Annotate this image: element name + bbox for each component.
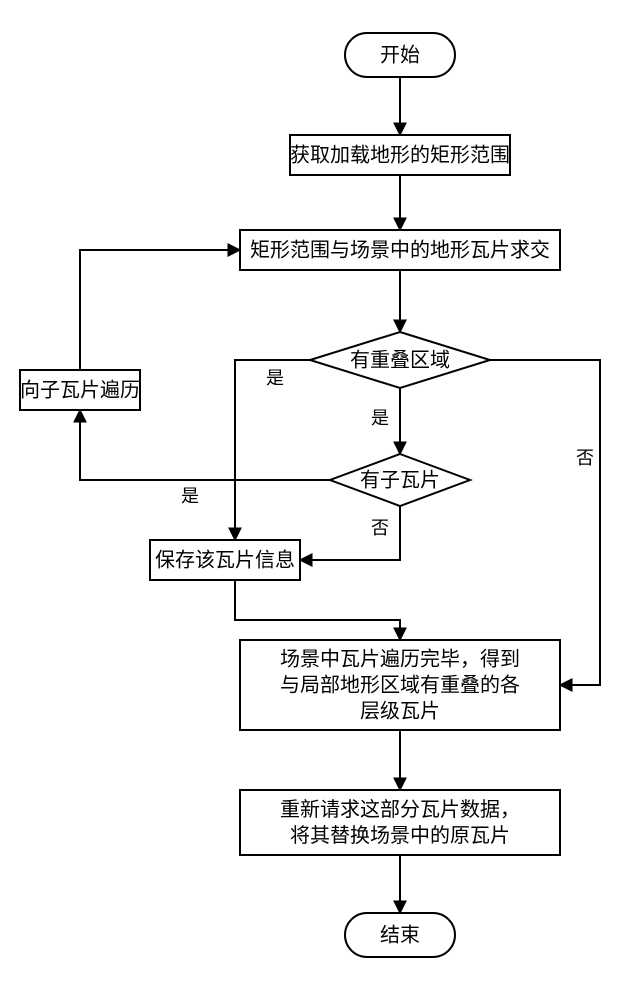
svg-text:重新请求这部分瓦片数据，: 重新请求这部分瓦片数据， xyxy=(280,798,520,821)
svg-text:是: 是 xyxy=(181,486,199,506)
node-start: 开始 xyxy=(345,33,455,77)
svg-text:结束: 结束 xyxy=(380,924,420,947)
flowchart: 开始获取加载地形的矩形范围矩形范围与场景中的地形瓦片求交向子瓦片遍历 有重叠区域有… xyxy=(0,0,633,1000)
edge-e_trav_n2 xyxy=(80,250,240,370)
svg-text:获取加载地形的矩形范围: 获取加载地形的矩形范围 xyxy=(290,144,510,167)
node-n3: 场景中瓦片遍历完毕，得到与局部地形区域有重叠的各层级瓦片 xyxy=(240,640,560,730)
node-save: 保存该瓦片信息 xyxy=(150,540,300,580)
node-d1: 有重叠区域 xyxy=(310,332,490,388)
edge-e_d1_right xyxy=(490,360,600,685)
svg-text:是: 是 xyxy=(266,368,284,388)
svg-text:与局部地形区域有重叠的各: 与局部地形区域有重叠的各 xyxy=(280,674,520,697)
svg-text:保存该瓦片信息: 保存该瓦片信息 xyxy=(155,549,295,572)
svg-text:层级瓦片: 层级瓦片 xyxy=(360,700,440,723)
svg-text:否: 否 xyxy=(371,518,389,538)
svg-text:否: 否 xyxy=(576,448,594,468)
svg-text:有子瓦片: 有子瓦片 xyxy=(360,469,440,492)
node-traverse: 向子瓦片遍历 xyxy=(20,370,140,410)
node-n1: 获取加载地形的矩形范围 xyxy=(290,135,510,175)
svg-text:矩形范围与场景中的地形瓦片求交: 矩形范围与场景中的地形瓦片求交 xyxy=(250,239,550,262)
svg-text:将其替换场景中的原瓦片: 将其替换场景中的原瓦片 xyxy=(290,824,510,847)
svg-text:向子瓦片遍历: 向子瓦片遍历 xyxy=(20,379,140,402)
node-n2: 矩形范围与场景中的地形瓦片求交 xyxy=(240,230,560,270)
node-d2: 有子瓦片 xyxy=(330,454,470,506)
svg-text:有重叠区域: 有重叠区域 xyxy=(350,349,450,372)
edge-e_left_up xyxy=(80,410,175,480)
svg-text:是: 是 xyxy=(371,408,389,428)
edge-e_save_n3 xyxy=(235,580,400,640)
svg-text:场景中瓦片遍历完毕，得到: 场景中瓦片遍历完毕，得到 xyxy=(280,648,520,671)
svg-text:开始: 开始 xyxy=(380,44,420,67)
node-end: 结束 xyxy=(345,913,455,957)
node-n4: 重新请求这部分瓦片数据， 将其替换场景中的原瓦片 xyxy=(240,790,560,855)
